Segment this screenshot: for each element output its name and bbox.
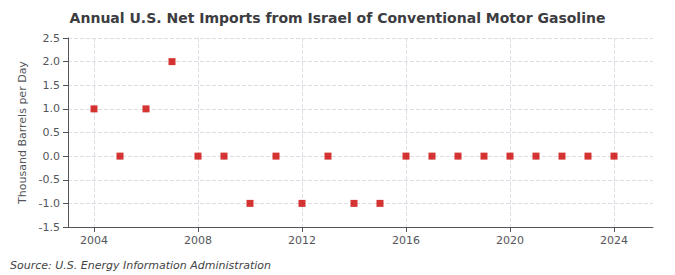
svg-text:-1.0: -1.0 xyxy=(39,197,60,210)
svg-text:0.0: 0.0 xyxy=(43,150,61,163)
svg-text:2004: 2004 xyxy=(80,234,108,247)
svg-text:-1.5: -1.5 xyxy=(39,221,60,234)
svg-text:0.5: 0.5 xyxy=(43,126,61,139)
svg-text:-0.5: -0.5 xyxy=(39,173,60,186)
svg-text:1.0: 1.0 xyxy=(43,102,61,115)
svg-text:2012: 2012 xyxy=(288,234,316,247)
svg-text:2016: 2016 xyxy=(392,234,420,247)
svg-text:2.0: 2.0 xyxy=(43,55,61,68)
svg-text:2008: 2008 xyxy=(184,234,212,247)
svg-text:2024: 2024 xyxy=(600,234,628,247)
svg-text:Annual U.S. Net Imports from I: Annual U.S. Net Imports from Israel of C… xyxy=(70,10,606,26)
svg-text:Source: U.S. Energy Informatio: Source: U.S. Energy Information Administ… xyxy=(10,259,271,272)
svg-text:1.5: 1.5 xyxy=(43,79,61,92)
svg-text:2.5: 2.5 xyxy=(43,32,61,45)
svg-text:2020: 2020 xyxy=(496,234,524,247)
svg-text:Thousand Barrels per Day: Thousand Barrels per Day xyxy=(16,61,29,205)
